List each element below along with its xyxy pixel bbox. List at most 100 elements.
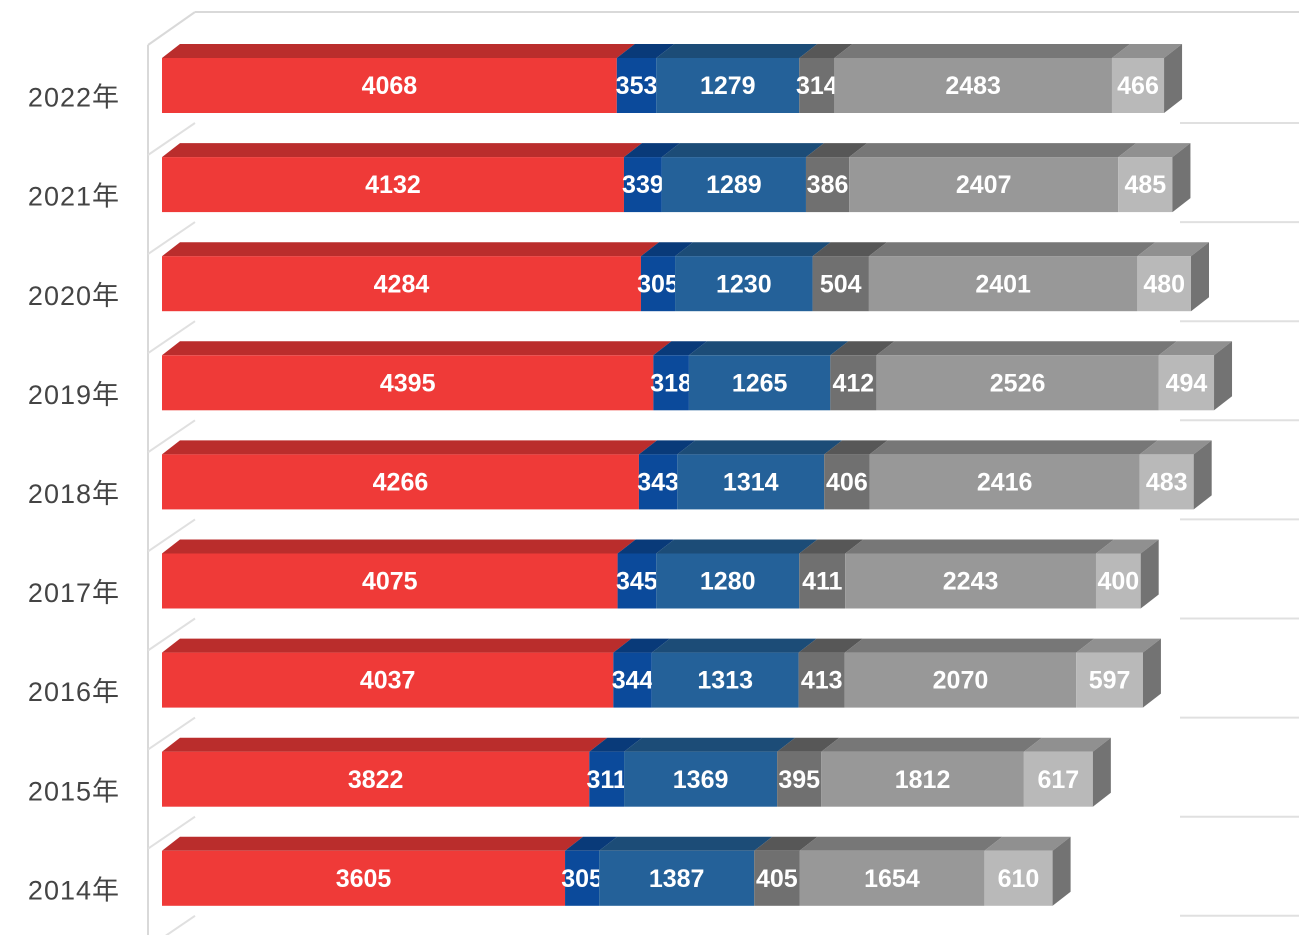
bar-top	[638, 440, 696, 455]
bar-side	[1164, 44, 1183, 113]
data-label: 406	[826, 469, 868, 497]
bar	[656, 58, 800, 113]
bar-segment	[849, 143, 1137, 213]
floor-line	[147, 320, 196, 355]
data-label: 311	[587, 766, 627, 794]
bar-segment	[1137, 242, 1210, 312]
bar-side	[1142, 638, 1161, 708]
bar-top	[565, 836, 618, 851]
data-label: 3822	[348, 766, 404, 794]
bar-segment	[653, 341, 707, 411]
floor-line	[147, 122, 196, 156]
bar-top	[799, 539, 864, 554]
bar-segment	[640, 242, 694, 312]
bar	[565, 850, 600, 906]
bar	[599, 850, 755, 906]
bar	[675, 256, 813, 312]
bar-top	[849, 143, 1137, 158]
bar-top	[162, 638, 632, 653]
bar	[1139, 454, 1194, 510]
bar-segment	[162, 143, 642, 213]
data-label: 4395	[380, 369, 436, 397]
bar	[868, 256, 1138, 312]
bar-top	[1095, 539, 1159, 554]
bar-segment	[868, 242, 1156, 312]
bar	[677, 454, 825, 510]
data-label: 504	[820, 270, 862, 298]
data-label: 494	[1166, 369, 1208, 397]
data-label: 1812	[895, 766, 951, 794]
data-label: 597	[1089, 667, 1131, 695]
bar-segment	[162, 341, 672, 411]
y-tick-label: 2022年	[28, 83, 120, 113]
floor-line	[147, 716, 196, 751]
bar-segment	[1023, 737, 1111, 807]
bar-side	[1193, 440, 1212, 510]
bar-top	[984, 836, 1071, 851]
y-tick-label: 2021年	[28, 182, 120, 212]
bar-top	[613, 638, 670, 653]
bar-segment	[623, 143, 680, 213]
data-label: 4266	[373, 469, 429, 497]
bar	[162, 652, 614, 708]
bar-top	[799, 836, 1003, 851]
data-label: 386	[807, 171, 849, 199]
bar-segment	[824, 440, 888, 510]
bar	[1023, 751, 1093, 807]
data-label: 2401	[975, 270, 1031, 298]
bar	[162, 355, 654, 411]
bar-segment	[984, 836, 1071, 906]
data-label: 1654	[864, 865, 920, 893]
bar-top	[821, 737, 1042, 752]
bar-top	[640, 242, 694, 257]
bar	[656, 553, 800, 609]
data-label: 483	[1146, 469, 1188, 497]
bar-top	[651, 638, 817, 653]
bar	[845, 553, 1096, 609]
bar-top	[799, 44, 853, 58]
bar-top	[869, 440, 1158, 455]
bar-top	[830, 341, 895, 356]
bar-side	[1191, 242, 1210, 312]
data-label: 1280	[700, 568, 756, 596]
bar-top	[1076, 638, 1161, 653]
bar-top	[805, 143, 868, 158]
bar	[869, 454, 1140, 510]
bar-top	[754, 836, 818, 851]
bar	[777, 751, 822, 807]
data-label: 4132	[365, 171, 421, 199]
bar-top	[162, 737, 608, 752]
bar-top	[845, 539, 1114, 554]
bar	[162, 256, 641, 312]
bar-top	[844, 638, 1095, 653]
bar-segment	[821, 737, 1042, 807]
bar	[1095, 553, 1141, 609]
bar	[162, 58, 617, 113]
bar-segment	[638, 440, 696, 510]
data-label: 2407	[956, 171, 1012, 199]
y-tick-label: 2017年	[28, 578, 120, 608]
data-label: 1265	[732, 369, 788, 397]
bar	[821, 751, 1024, 807]
bar-segment	[162, 638, 632, 708]
bar-segment	[675, 242, 831, 312]
data-label: 413	[801, 667, 843, 695]
bar	[613, 652, 652, 708]
data-label: 4037	[360, 667, 416, 695]
data-label: 4075	[362, 568, 418, 596]
bar-segment	[617, 539, 675, 609]
data-label: 344	[612, 667, 654, 695]
bar	[830, 355, 877, 411]
data-label: 395	[778, 766, 820, 794]
data-label: 617	[1037, 766, 1079, 794]
bar-top	[798, 638, 863, 653]
bar	[162, 454, 639, 510]
bar	[640, 256, 676, 312]
bar-top	[834, 44, 1130, 58]
bar-top	[688, 341, 849, 356]
bar	[1076, 652, 1143, 708]
data-label: 339	[622, 171, 664, 199]
bar-segment	[162, 539, 636, 609]
bar	[162, 850, 566, 906]
floor-line	[147, 419, 196, 454]
